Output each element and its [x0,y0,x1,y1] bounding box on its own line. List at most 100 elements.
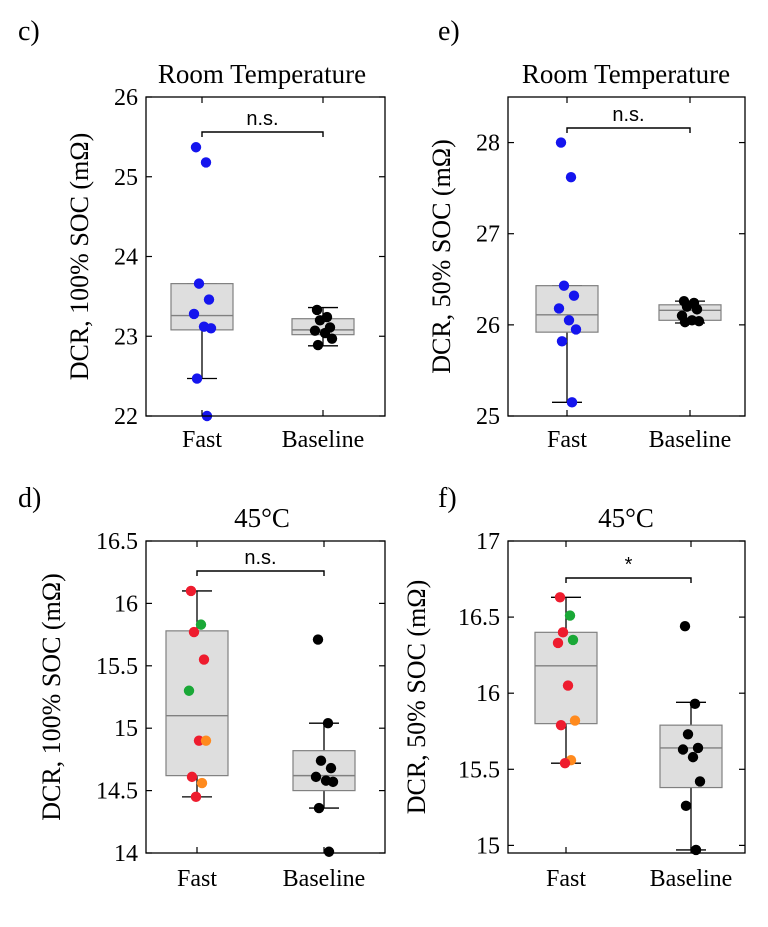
box-iqr [534,631,598,725]
box-iqr [535,285,599,333]
data-point [193,278,205,289]
y-tick-label: 23 [114,324,138,350]
data-point [195,619,207,630]
data-point [569,715,581,726]
data-point [191,373,203,384]
y-tick-label: 25 [476,404,500,430]
data-point [188,308,200,320]
data-point [313,802,325,814]
data-point [563,315,575,326]
data-point [322,718,334,729]
data-point [556,336,568,347]
panel-letter: f) [438,483,457,514]
data-point [200,157,212,168]
chart-title: 45°C [234,503,290,533]
axes-frame [507,96,746,417]
y-axis-label: DCR, 50% SOC (mΩ) [402,580,431,815]
y-tick-label: 14.5 [96,779,138,805]
significance-bracket [201,131,324,137]
data-point [323,846,335,857]
data-point [198,654,210,665]
data-point [687,751,699,763]
significance-label: * [625,554,633,576]
significance-label: n.s. [244,547,276,569]
data-point [312,339,324,351]
y-axis-label: DCR, 100% SOC (mΩ) [37,573,66,821]
y-tick-label: 17 [476,529,500,555]
data-point [188,626,200,638]
box-iqr [165,630,229,777]
y-tick-label: 15.5 [458,757,500,783]
chart-panel: c) Room Temperature DCR, 100% SOC (mΩ) 22 23… [18,16,386,453]
data-point [309,325,321,336]
y-tick-label: 14 [114,841,138,867]
data-point [567,634,579,646]
chart-title: Room Temperature [522,59,730,89]
data-point [314,315,326,326]
data-point [559,758,571,769]
data-point [681,301,693,312]
data-point [679,316,691,328]
data-point [692,742,704,754]
data-point [557,627,569,638]
data-point [312,634,324,645]
x-category-label: Baseline [283,866,366,892]
data-point [691,304,703,315]
data-point [327,776,339,788]
chart-title: Room Temperature [158,59,366,89]
data-point [183,685,195,696]
data-point [677,744,689,755]
chart-panel: f) 45°C DCR, 50% SOC (mΩ) 15 15.5 16 16.5 17 Fas… [402,483,746,892]
x-category-label: Fast [182,427,222,453]
data-point [564,610,576,621]
axes-frame [145,96,386,417]
significance-bracket [196,570,325,576]
data-point [185,585,197,597]
x-category-label: Baseline [282,427,365,453]
data-point [200,735,212,746]
data-point [558,280,570,291]
data-point [689,698,701,710]
data-point [554,592,566,603]
significance-label: n.s. [246,108,278,130]
y-tick-label: 26 [114,85,138,111]
data-point [553,303,565,314]
significance-bracket [566,127,691,133]
data-point [186,771,198,783]
y-tick-label: 15.5 [96,654,138,680]
panel-letter: e) [438,16,460,47]
data-point [310,771,322,783]
data-point [565,172,577,183]
x-category-label: Fast [547,427,587,453]
y-tick-label: 15 [114,716,138,742]
y-tick-label: 22 [114,404,138,430]
y-tick-label: 26 [476,313,500,339]
data-point [315,755,327,766]
x-category-label: Baseline [649,427,732,453]
y-tick-label: 16 [114,591,138,617]
data-point [190,142,202,153]
y-tick-label: 28 [476,131,500,157]
data-point [566,397,578,408]
data-point [555,719,567,731]
y-tick-label: 24 [114,245,138,271]
y-axis-label: DCR, 100% SOC (mΩ) [65,133,94,381]
y-tick-label: 16.5 [458,605,500,631]
chart-panel: d) 45°C DCR, 100% SOC (mΩ) 14 14.5 15 15.5 16 16… [18,483,386,892]
data-point [190,791,202,803]
data-point [694,776,706,787]
panel-letter: c) [18,16,40,47]
data-point [562,680,574,691]
data-point [196,777,208,789]
data-point [319,327,331,339]
data-point [680,800,692,812]
data-point [693,316,705,327]
x-category-label: Fast [177,866,217,892]
data-point [325,762,337,774]
y-tick-label: 16 [476,681,500,707]
y-axis-label: DCR, 50% SOC (mΩ) [427,139,456,374]
data-point [205,323,217,334]
data-point [203,294,215,305]
data-point [311,304,323,316]
